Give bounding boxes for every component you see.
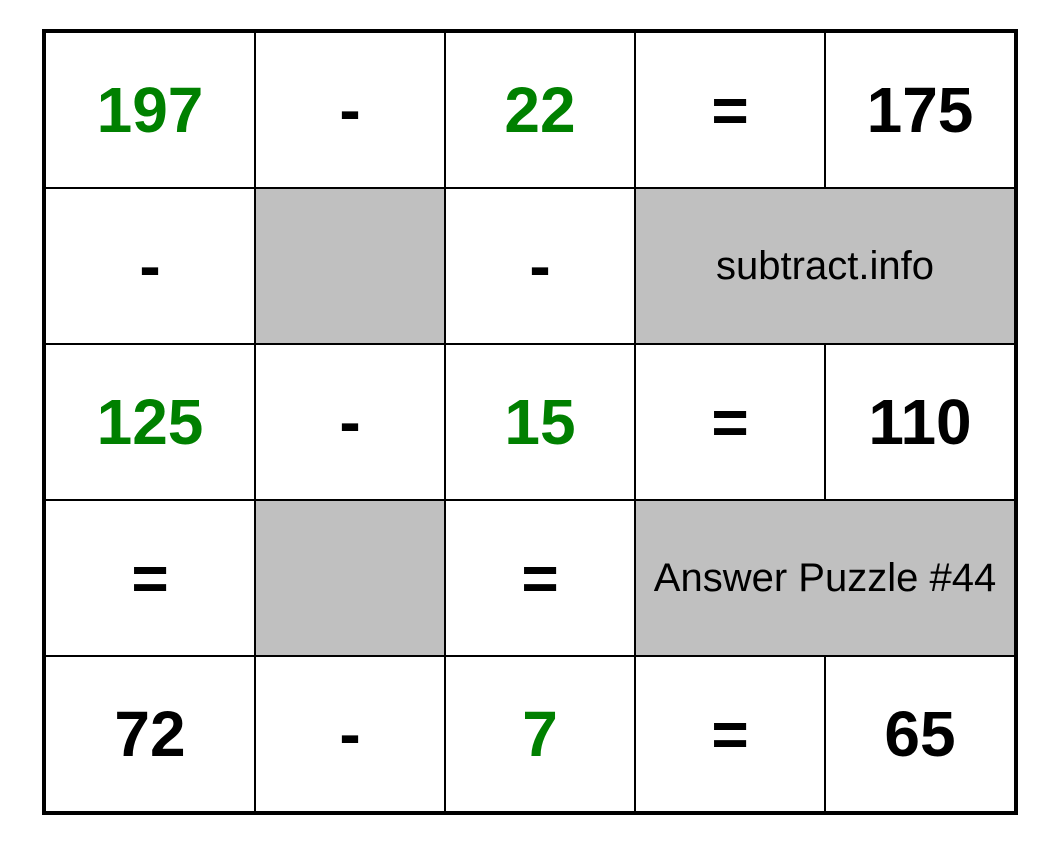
cell-r4-c3: = xyxy=(635,656,825,812)
cell-r0-c0: 197 xyxy=(45,32,255,188)
cell-r0-c4: 175 xyxy=(825,32,1015,188)
cell-r4-c0: 72 xyxy=(45,656,255,812)
puzzle-grid: 197 - 22 = 175 - - subtract.info 125 - 15 = 110 = = Ans… xyxy=(42,29,1018,815)
cell-r3-c0: = xyxy=(45,500,255,656)
cell-r0-c3: = xyxy=(635,32,825,188)
cell-r1-c0: - xyxy=(45,188,255,344)
cell-value: 175 xyxy=(867,75,974,145)
cell-label: Answer Puzzle #44 xyxy=(654,556,996,600)
cell-r1-c3: subtract.info xyxy=(635,188,1015,344)
cell-r2-c1: - xyxy=(255,344,445,500)
cell-value: 7 xyxy=(522,699,558,769)
cell-value: 197 xyxy=(97,75,204,145)
cell-value: - xyxy=(529,231,550,301)
cell-value: = xyxy=(711,699,748,769)
cell-value: - xyxy=(339,75,360,145)
cell-value: 110 xyxy=(868,387,971,457)
cell-value: = xyxy=(521,543,558,613)
cell-r3-c3: Answer Puzzle #44 xyxy=(635,500,1015,656)
cell-value: 72 xyxy=(114,699,185,769)
cell-r3-c1 xyxy=(255,500,445,656)
cell-value: = xyxy=(131,543,168,613)
cell-value: - xyxy=(339,699,360,769)
cell-r4-c1: - xyxy=(255,656,445,812)
cell-r0-c2: 22 xyxy=(445,32,635,188)
cell-r1-c1 xyxy=(255,188,445,344)
cell-value: 15 xyxy=(504,387,575,457)
cell-label: subtract.info xyxy=(716,244,934,288)
cell-r4-c4: 65 xyxy=(825,656,1015,812)
cell-r2-c4: 110 xyxy=(825,344,1015,500)
cell-value: - xyxy=(339,387,360,457)
cell-r2-c2: 15 xyxy=(445,344,635,500)
cell-value: 22 xyxy=(504,75,575,145)
cell-value: 125 xyxy=(97,387,204,457)
cell-r1-c2: - xyxy=(445,188,635,344)
cell-value: 65 xyxy=(884,699,955,769)
cell-value: = xyxy=(711,75,748,145)
cell-value: - xyxy=(139,231,160,301)
cell-r2-c3: = xyxy=(635,344,825,500)
cell-r2-c0: 125 xyxy=(45,344,255,500)
cell-r3-c2: = xyxy=(445,500,635,656)
cell-r0-c1: - xyxy=(255,32,445,188)
cell-r4-c2: 7 xyxy=(445,656,635,812)
cell-value: = xyxy=(711,387,748,457)
